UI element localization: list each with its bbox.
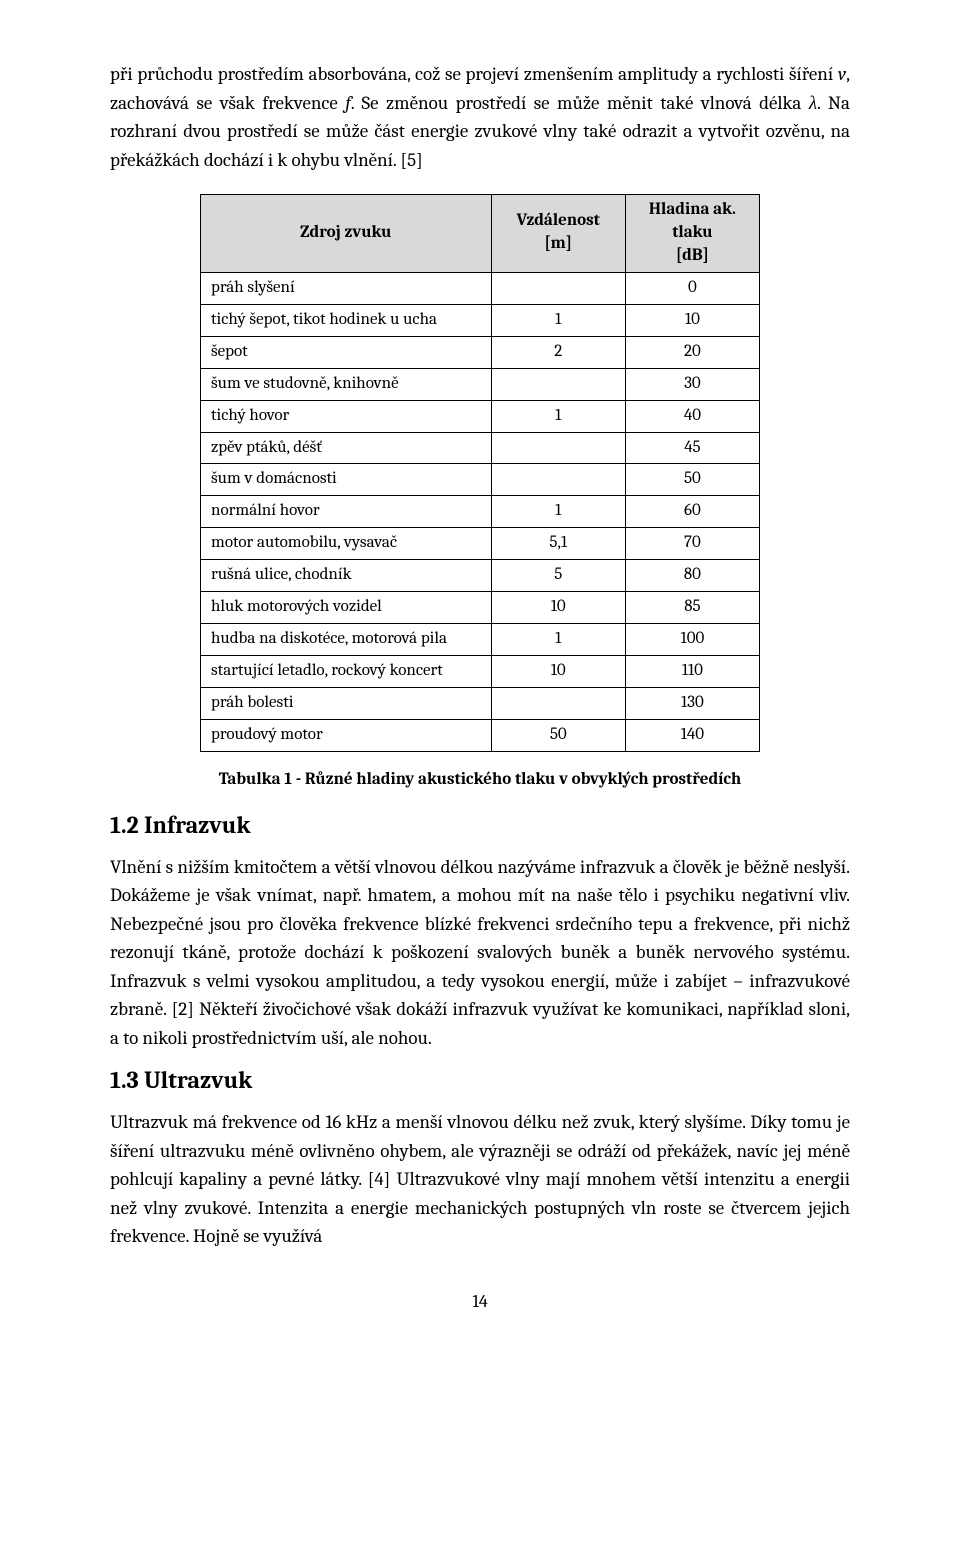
table-row: šepot220 [201,336,760,368]
cell-level: 140 [625,719,759,751]
cell-distance: 1 [491,400,625,432]
cell-source: normální hovor [201,496,492,528]
th-source: Zdroj zvuku [201,195,492,273]
cell-distance [491,432,625,464]
var-lambda: λ [809,92,817,114]
cell-level: 80 [625,560,759,592]
sound-levels-table-wrap: Zdroj zvuku Vzdálenost [m] Hladina ak. t… [110,194,850,752]
th-level-l1: Hladina ak. tlaku [649,200,736,242]
cell-source: tichý šepot, tikot hodinek u ucha [201,304,492,336]
table-row: práh bolesti 130 [201,688,760,720]
table-row: šum ve studovně, knihovně 30 [201,368,760,400]
th-level: Hladina ak. tlaku [dB] [625,195,759,273]
cell-distance: 10 [491,592,625,624]
cell-distance: 5,1 [491,528,625,560]
p1-text-c: . Se změnou prostředí se může měnit také… [351,92,809,114]
cell-level: 60 [625,496,759,528]
cell-level: 10 [625,304,759,336]
table-row: šum v domácnosti 50 [201,464,760,496]
paragraph-intro: při průchodu prostředím absorbována, což… [110,60,850,174]
cell-distance: 2 [491,336,625,368]
table-row: práh slyšení 0 [201,272,760,304]
table-row: normální hovor160 [201,496,760,528]
page-number: 14 [110,1291,850,1312]
cell-distance [491,464,625,496]
cell-level: 70 [625,528,759,560]
heading-ultrazvuk: 1.3 Ultrazvuk [110,1066,850,1094]
cell-level: 40 [625,400,759,432]
cell-source: hluk motorových vozidel [201,592,492,624]
table-row: hudba na diskotéce, motorová pila1100 [201,624,760,656]
cell-distance [491,272,625,304]
cell-level: 50 [625,464,759,496]
cell-source: práh bolesti [201,688,492,720]
table-row: startující letadlo, rockový koncert10110 [201,656,760,688]
table-row: hluk motorových vozidel1085 [201,592,760,624]
cell-source: hudba na diskotéce, motorová pila [201,624,492,656]
cell-distance: 50 [491,719,625,751]
cell-source: tichý hovor [201,400,492,432]
sound-levels-table: Zdroj zvuku Vzdálenost [m] Hladina ak. t… [200,194,760,752]
cell-level: 85 [625,592,759,624]
cell-source: rušná ulice, chodník [201,560,492,592]
cell-level: 30 [625,368,759,400]
th-distance: Vzdálenost [m] [491,195,625,273]
table-row: rušná ulice, chodník580 [201,560,760,592]
cell-distance: 5 [491,560,625,592]
table-body: práh slyšení0tichý šepot, tikot hodinek … [201,272,760,751]
table-row: tichý šepot, tikot hodinek u ucha110 [201,304,760,336]
cell-source: šepot [201,336,492,368]
table-row: proudový motor50140 [201,719,760,751]
cell-source: motor automobilu, vysavač [201,528,492,560]
cell-source: proudový motor [201,719,492,751]
cell-distance [491,368,625,400]
cell-source: zpěv ptáků, déšť [201,432,492,464]
cell-distance: 1 [491,304,625,336]
th-level-l2: [dB] [676,246,709,265]
cell-distance [491,688,625,720]
table-row: zpěv ptáků, déšť 45 [201,432,760,464]
cell-source: startující letadlo, rockový koncert [201,656,492,688]
cell-distance: 1 [491,496,625,528]
p1-text-a: při průchodu prostředím absorbována, což… [110,63,838,85]
cell-level: 130 [625,688,759,720]
cell-level: 20 [625,336,759,368]
cell-level: 0 [625,272,759,304]
var-v: v [838,63,846,85]
cell-distance: 1 [491,624,625,656]
table-row: tichý hovor140 [201,400,760,432]
cell-level: 100 [625,624,759,656]
paragraph-infrazvuk: Vlnění s nižším kmitočtem a větší vlnovo… [110,853,850,1053]
cell-level: 45 [625,432,759,464]
th-distance-l2: [m] [544,234,572,253]
cell-source: šum v domácnosti [201,464,492,496]
cell-source: šum ve studovně, knihovně [201,368,492,400]
paragraph-ultrazvuk: Ultrazvuk má frekvence od 16 kHz a menší… [110,1108,850,1251]
cell-source: práh slyšení [201,272,492,304]
table-header-row: Zdroj zvuku Vzdálenost [m] Hladina ak. t… [201,195,760,273]
table-caption: Tabulka 1 - Různé hladiny akustického tl… [110,770,850,789]
page: při průchodu prostředím absorbována, což… [0,0,960,1352]
heading-infrazvuk: 1.2 Infrazvuk [110,811,850,839]
table-row: motor automobilu, vysavač5,170 [201,528,760,560]
cell-level: 110 [625,656,759,688]
cell-distance: 10 [491,656,625,688]
th-distance-l1: Vzdálenost [517,211,600,230]
